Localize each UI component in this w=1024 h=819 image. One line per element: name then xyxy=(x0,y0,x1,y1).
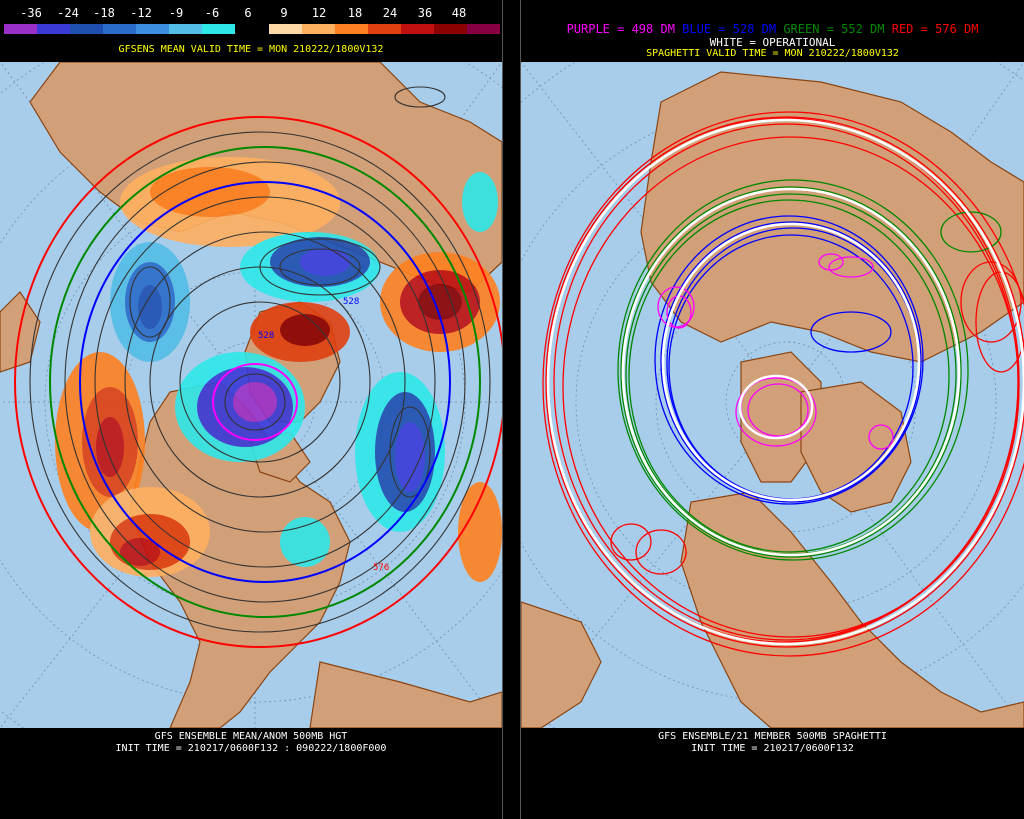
spaghetti-lines xyxy=(542,111,1024,657)
colorbar-swatch xyxy=(235,24,269,34)
legend-label: -6 xyxy=(204,6,220,20)
anomaly-map: 528 528 576 xyxy=(0,62,502,728)
colorbar-swatch xyxy=(301,24,335,34)
map-valid-time-title: GFSENS MEAN VALID TIME = MON 210222/1800… xyxy=(118,44,384,55)
legend-label: 18 xyxy=(347,6,363,20)
colorbar-swatch xyxy=(70,24,104,34)
colorbar-swatch xyxy=(37,24,71,34)
colorbar-swatch xyxy=(433,24,467,34)
map-footer-product: GFS ENSEMBLE/21 MEMBER 500MB SPAGHETTI xyxy=(658,731,887,742)
spaghetti-panel: PURPLE = 498 DM BLUE = 528 DM GREEN = 55… xyxy=(521,0,1024,819)
colorbar-swatch xyxy=(268,24,302,34)
colorbar-swatch xyxy=(367,24,401,34)
blue-key: BLUE = 528 DM xyxy=(682,22,777,36)
anomaly-shading xyxy=(55,157,502,582)
arctic-islands-land xyxy=(800,381,912,513)
spaghetti-map xyxy=(521,62,1024,728)
legend-label: 6 xyxy=(244,6,252,20)
ensemble-mean-panel: -36 -24 -18 -12 -9 -6 6 9 12 18 24 36 48… xyxy=(0,0,502,819)
contour-label: 576 xyxy=(373,563,389,573)
anomaly-legend-labels: -36 -24 -18 -12 -9 -6 6 9 12 18 24 36 48 xyxy=(0,6,502,20)
contour-label: 528 xyxy=(343,297,359,307)
spaghetti-color-key: PURPLE = 498 DM BLUE = 528 DM GREEN = 55… xyxy=(521,22,1024,36)
operational-key: WHITE = OPERATIONAL xyxy=(709,36,836,49)
pacific-coast-land xyxy=(521,601,602,728)
contour-label: 528 xyxy=(258,331,274,341)
panel-divider xyxy=(502,0,521,819)
key-contours xyxy=(14,116,502,648)
legend-label: 9 xyxy=(280,6,288,20)
map-footer-init-time: INIT TIME = 210217/0600F132 xyxy=(691,743,854,754)
map-footer-init-time: INIT TIME = 210217/0600F132 : 090222/180… xyxy=(115,743,387,754)
colorbar-swatch xyxy=(400,24,434,34)
red-key: RED = 576 DM xyxy=(891,22,979,36)
map-footer-product: GFS ENSEMBLE MEAN/ANOM 500MB HGT xyxy=(154,731,348,742)
colorbar-swatch xyxy=(334,24,368,34)
south-america-land xyxy=(309,661,502,728)
colorbar-swatch xyxy=(136,24,170,34)
height-contours xyxy=(29,86,491,633)
legend-label: 12 xyxy=(311,6,327,20)
legend-label: -24 xyxy=(57,6,79,20)
colorbar-swatch xyxy=(103,24,137,34)
legend-label: -18 xyxy=(93,6,115,20)
legend-label: -36 xyxy=(20,6,42,20)
green-key: GREEN = 552 DM xyxy=(783,22,885,36)
anomaly-colorbar xyxy=(4,24,500,34)
purple-key: PURPLE = 498 DM xyxy=(566,22,675,36)
legend-label: 24 xyxy=(382,6,398,20)
legend-label: 48 xyxy=(451,6,467,20)
colorbar-swatch xyxy=(202,24,236,34)
colorbar-swatch xyxy=(169,24,203,34)
legend-label: -9 xyxy=(168,6,184,20)
legend-label: 36 xyxy=(417,6,433,20)
colorbar-swatch xyxy=(466,24,500,34)
legend-label: -12 xyxy=(130,6,152,20)
colorbar-swatch xyxy=(4,24,38,34)
operational-run xyxy=(546,118,1024,646)
spaghetti-valid-time-title: SPAGHETTI VALID TIME = MON 210222/1800V1… xyxy=(646,48,899,59)
